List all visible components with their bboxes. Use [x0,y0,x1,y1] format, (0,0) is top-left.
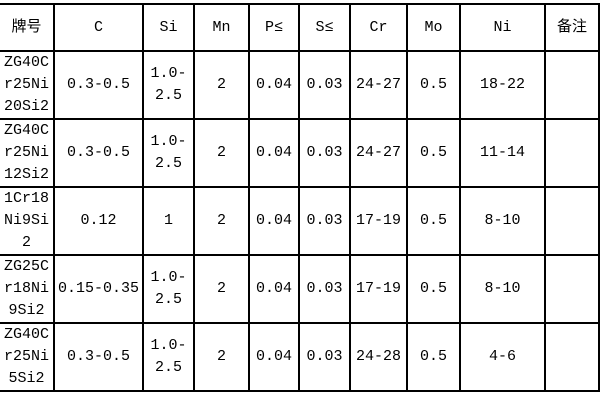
table-row: ZG40Cr25Ni12Si2 0.3-0.5 1.0-2.5 2 0.04 0… [0,118,600,188]
cell-sulfur: 0.03 [298,254,351,324]
cell-sulfur: 0.03 [298,186,351,256]
cell-grade: ZG40Cr25Ni20Si2 [0,50,55,120]
cell-manganese: 2 [193,322,250,392]
cell-chromium: 24-27 [349,50,408,120]
cell-silicon: 1 [142,186,195,256]
cell-remarks [544,118,600,188]
cell-molybdenum: 0.5 [406,186,461,256]
cell-remarks [544,186,600,256]
cell-grade: ZG40Cr25Ni12Si2 [0,118,55,188]
cell-phosphorus: 0.04 [248,186,300,256]
cell-molybdenum: 0.5 [406,254,461,324]
cell-phosphorus: 0.04 [248,118,300,188]
cell-nickel: 4-6 [459,322,546,392]
cell-molybdenum: 0.5 [406,118,461,188]
col-header-remarks: 备注 [544,3,600,52]
cell-molybdenum: 0.5 [406,50,461,120]
cell-sulfur: 0.03 [298,322,351,392]
cell-manganese: 2 [193,186,250,256]
col-header-nickel: Ni [459,3,546,52]
col-header-manganese: Mn [193,3,250,52]
cell-carbon: 0.3-0.5 [53,50,144,120]
cell-chromium: 17-19 [349,186,408,256]
cell-nickel: 8-10 [459,186,546,256]
cell-grade: ZG40Cr25Ni5Si2 [0,322,55,392]
cell-manganese: 2 [193,50,250,120]
cell-phosphorus: 0.04 [248,322,300,392]
col-header-grade: 牌号 [0,3,55,52]
cell-chromium: 24-28 [349,322,408,392]
cell-sulfur: 0.03 [298,50,351,120]
alloy-composition-table: 牌号 C Si Mn P≤ S≤ Cr Mo Ni 备注 ZG40Cr25Ni2… [0,3,600,392]
table-row: ZG25Cr18Ni9Si2 0.15-0.35 1.0-2.5 2 0.04 … [0,254,600,324]
cell-chromium: 17-19 [349,254,408,324]
cell-silicon: 1.0-2.5 [142,254,195,324]
cell-silicon: 1.0-2.5 [142,322,195,392]
cell-sulfur: 0.03 [298,118,351,188]
cell-phosphorus: 0.04 [248,254,300,324]
cell-nickel: 8-10 [459,254,546,324]
cell-carbon: 0.3-0.5 [53,322,144,392]
col-header-carbon: C [53,3,144,52]
cell-carbon: 0.3-0.5 [53,118,144,188]
cell-remarks [544,254,600,324]
cell-remarks [544,50,600,120]
cell-grade: 1Cr18Ni9Si2 [0,186,55,256]
cell-manganese: 2 [193,118,250,188]
col-header-sulfur: S≤ [298,3,351,52]
table-row: 1Cr18Ni9Si2 0.12 1 2 0.04 0.03 17-19 0.5… [0,186,600,256]
cell-chromium: 24-27 [349,118,408,188]
cell-phosphorus: 0.04 [248,50,300,120]
col-header-phosphorus: P≤ [248,3,300,52]
cell-carbon: 0.12 [53,186,144,256]
cell-nickel: 18-22 [459,50,546,120]
cell-silicon: 1.0-2.5 [142,50,195,120]
table-row: ZG40Cr25Ni5Si2 0.3-0.5 1.0-2.5 2 0.04 0.… [0,322,600,392]
table-row: ZG40Cr25Ni20Si2 0.3-0.5 1.0-2.5 2 0.04 0… [0,50,600,120]
col-header-chromium: Cr [349,3,408,52]
cell-silicon: 1.0-2.5 [142,118,195,188]
cell-grade: ZG25Cr18Ni9Si2 [0,254,55,324]
col-header-molybdenum: Mo [406,3,461,52]
header-row: 牌号 C Si Mn P≤ S≤ Cr Mo Ni 备注 [0,3,600,52]
cell-manganese: 2 [193,254,250,324]
cell-carbon: 0.15-0.35 [53,254,144,324]
cell-remarks [544,322,600,392]
col-header-silicon: Si [142,3,195,52]
cell-nickel: 11-14 [459,118,546,188]
cell-molybdenum: 0.5 [406,322,461,392]
